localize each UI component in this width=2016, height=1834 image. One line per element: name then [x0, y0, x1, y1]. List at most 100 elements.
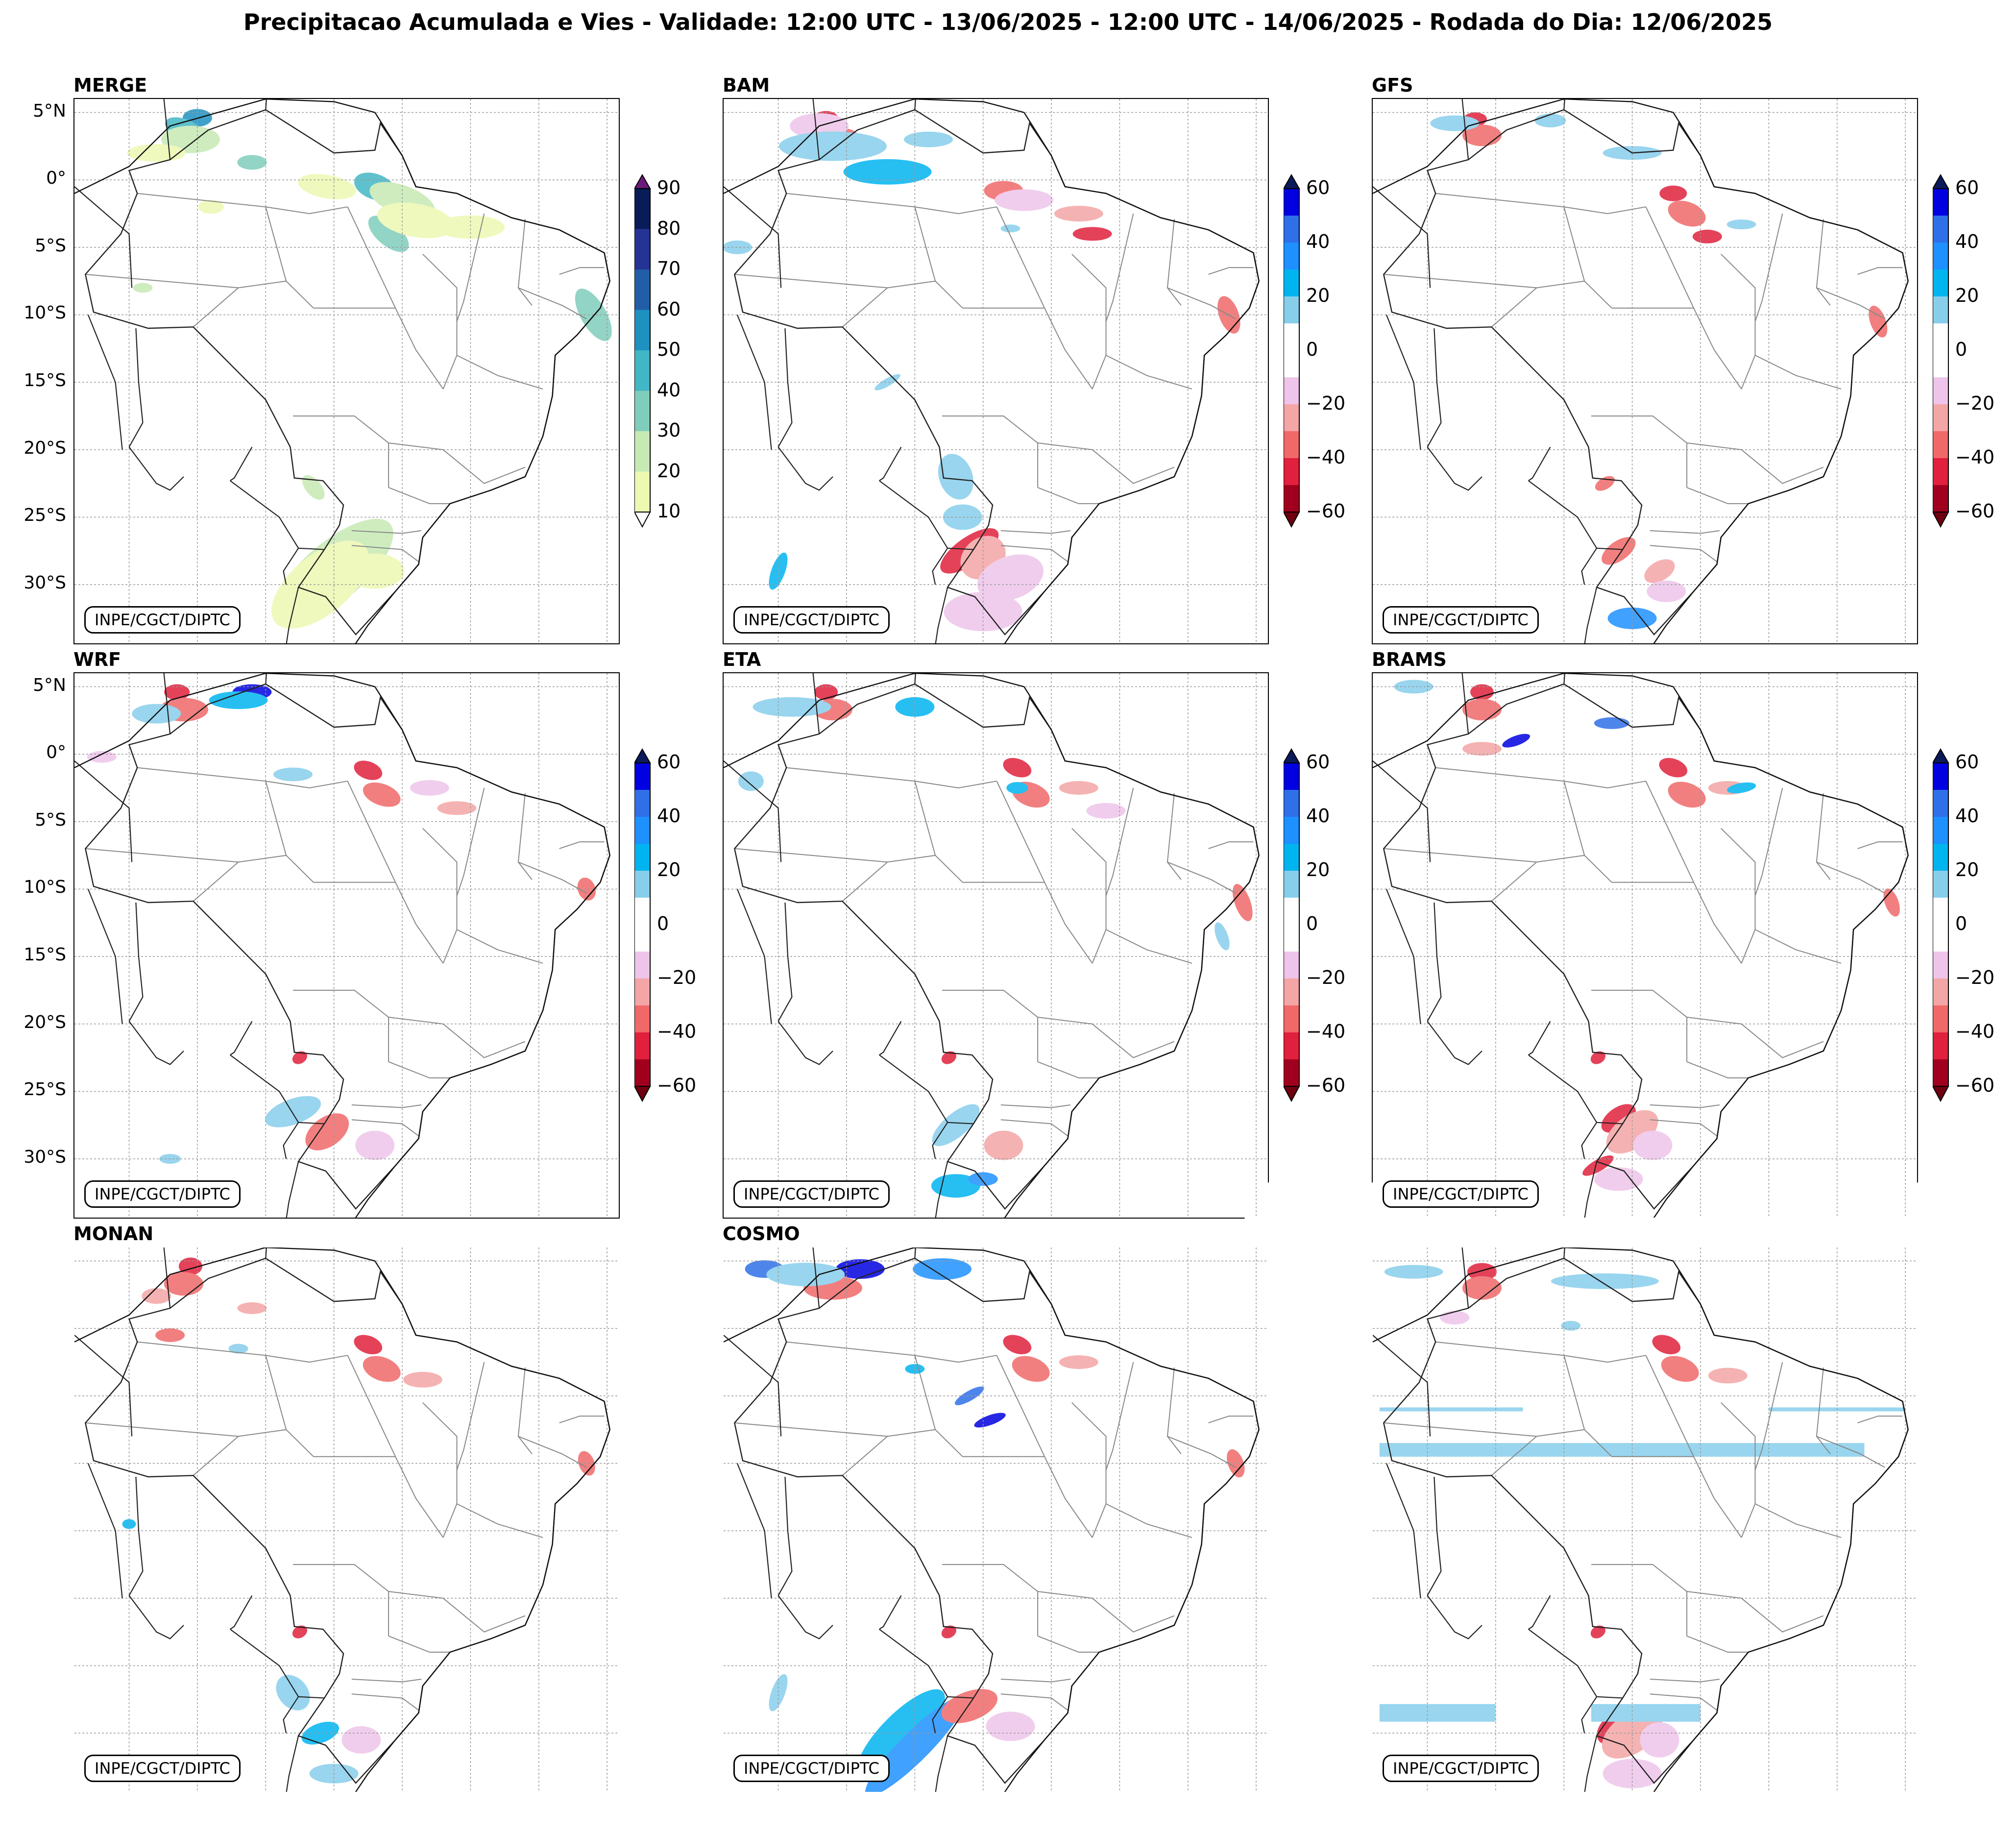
state-border: [1858, 1416, 1903, 1423]
state-border: [734, 1423, 935, 1437]
colorbar-segment: [1284, 350, 1299, 378]
colorbar-tick-label: 60: [1306, 1325, 1330, 1347]
country-border: [879, 447, 901, 481]
colorbar-tick-label: 40: [1955, 231, 1979, 252]
country-border: [1529, 481, 1623, 549]
country-border: [74, 1335, 132, 1436]
colorbar-segment: [1284, 243, 1299, 270]
lon-tick-label: 65°W: [816, 1799, 875, 1819]
colorbar-segment: [1284, 978, 1299, 1006]
colorbar-tick-label: 40: [1955, 805, 1979, 827]
colorbar-segment: [1284, 189, 1299, 216]
state-border: [1106, 929, 1192, 963]
colorbar-segment: [1933, 925, 1948, 952]
lat-tick-label: 10°S: [7, 877, 66, 897]
colorbar-segment: [1284, 1445, 1299, 1472]
field-area: [1384, 1265, 1443, 1279]
field-area: [1594, 1167, 1643, 1191]
country-border: [1584, 1736, 1597, 1793]
field-area: [436, 216, 505, 239]
country-border: [129, 903, 143, 1021]
state-border: [1591, 990, 1687, 1062]
lat-tick-label: 30°S: [7, 1721, 66, 1741]
country-border: [88, 1464, 122, 1598]
colorbar-tick-label: −60: [1306, 1075, 1345, 1096]
state-border: [1038, 1062, 1099, 1078]
colorbar-extend-min: [1284, 1086, 1299, 1101]
state-border: [1435, 1342, 1646, 1362]
colorbar-segment: [1284, 925, 1299, 952]
field-area: [1588, 1049, 1608, 1067]
lon-tick-label: 65°W: [167, 1799, 226, 1819]
colorbar-tick-label: 20: [657, 460, 680, 482]
field-area: [403, 1372, 442, 1388]
state-border: [1209, 1416, 1254, 1423]
state-border: [1167, 862, 1236, 893]
country-border: [88, 315, 122, 450]
state-border: [1038, 488, 1099, 504]
watermark-badge: INPE/CGCT/DIPTC: [733, 606, 890, 634]
field-area: [1647, 581, 1686, 602]
colorbar-tick-label: 90: [657, 177, 680, 198]
state-border: [1072, 1403, 1106, 1538]
state-border: [1755, 929, 1842, 963]
colorbar-segment: [1284, 216, 1299, 243]
country-border: [230, 1021, 252, 1055]
country-border: [1428, 447, 1482, 490]
country-border: [1373, 187, 1430, 288]
lat-tick-label: 30°S: [7, 573, 66, 593]
state-border: [137, 768, 347, 788]
lat-tick-label: 5°N: [7, 101, 66, 121]
lat-tick-label: 5°S: [7, 810, 66, 830]
state-border: [389, 1591, 525, 1632]
field-area: [269, 1668, 316, 1717]
colorbar-tick-label: −20: [1955, 967, 1994, 988]
field-area: [1430, 116, 1479, 131]
colorbar-tick-label: 60: [657, 298, 680, 320]
state-border: [423, 254, 457, 389]
colorbar-segment: [1933, 1391, 1948, 1418]
state-border: [1564, 207, 1612, 308]
panel-title: BAM: [723, 74, 770, 96]
colorbar-segment: [634, 1337, 650, 1365]
watermark-badge: INPE/CGCT/DIPTC: [84, 606, 241, 634]
state-border: [843, 288, 888, 327]
colorbar-segment: [634, 871, 650, 898]
state-border: [518, 1436, 586, 1467]
field-area: [360, 778, 404, 811]
map-plot: [1373, 1247, 1918, 1793]
colorbar-segment: [1933, 1634, 1948, 1661]
field-area: [290, 1049, 310, 1067]
colorbar-segment: [634, 1005, 650, 1033]
state-border: [85, 1423, 286, 1437]
colorbar-segment: [1933, 296, 1948, 324]
field-area: [1588, 1623, 1608, 1641]
state-border: [1755, 1504, 1842, 1538]
figure-title: Precipitacao Acumulada e Vies - Validade…: [0, 9, 2016, 35]
colorbar-tick-label: −40: [1306, 1595, 1345, 1616]
colorbar-tick-label: 0: [1955, 339, 1967, 360]
panel-title: MERGE: [73, 74, 147, 96]
brazil-border: [734, 684, 1259, 1209]
lon-tick-label: 35°W: [577, 1799, 635, 1819]
field-area: [1000, 1331, 1034, 1358]
state-border: [1435, 194, 1646, 214]
state-border: [843, 1436, 888, 1475]
field-area: [237, 155, 267, 170]
colorbar-segment: [634, 1526, 650, 1553]
field-area: [984, 1131, 1023, 1160]
lon-tick-label: 70°W: [748, 1799, 807, 1819]
colorbar: [1933, 1322, 1950, 1679]
country-border: [1529, 447, 1551, 481]
country-border: [88, 889, 122, 1024]
colorbar-segment: [1933, 1580, 1948, 1607]
state-border: [1038, 1017, 1174, 1058]
country-border: [778, 1595, 833, 1638]
state-border: [266, 781, 314, 882]
country-border: [284, 1123, 299, 1159]
colorbar-tick-label: 0: [1306, 1487, 1318, 1509]
colorbar-tick-label: 40: [1306, 1379, 1330, 1401]
colorbar-tick-label: 20: [1955, 285, 1979, 306]
colorbar-tick-label: 20: [1306, 859, 1330, 880]
state-border: [1858, 842, 1903, 849]
